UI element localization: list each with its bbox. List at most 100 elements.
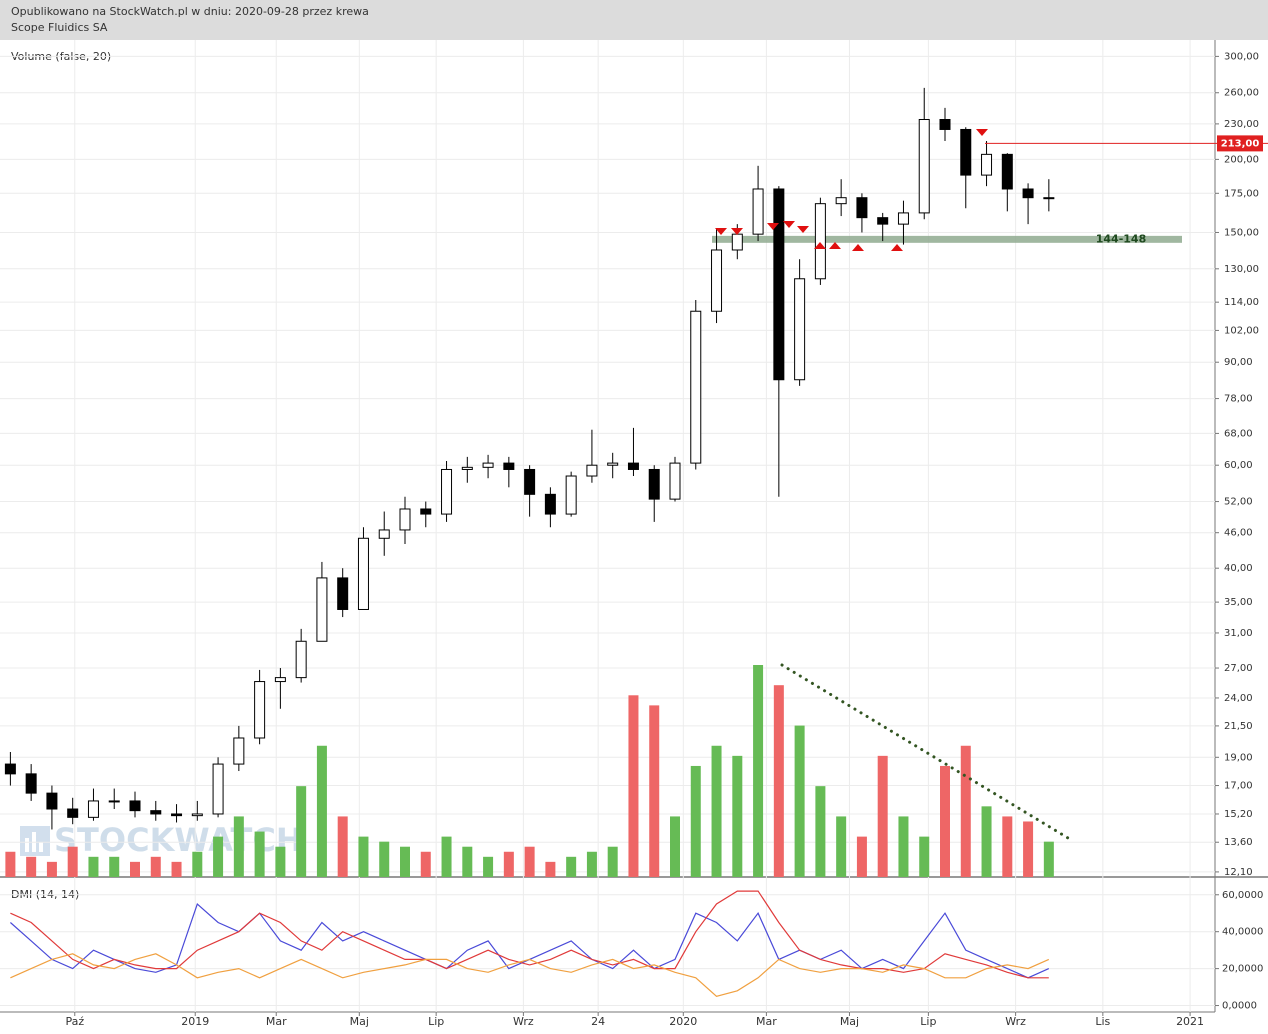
volume-bar bbox=[690, 765, 701, 877]
volume-bar bbox=[171, 861, 182, 877]
candle-body bbox=[191, 813, 203, 817]
volume-bar bbox=[462, 846, 473, 877]
candle-body bbox=[669, 462, 681, 500]
volume-bar bbox=[524, 846, 535, 877]
volume-bar bbox=[856, 836, 867, 877]
candle-body bbox=[87, 800, 99, 818]
volume-bar bbox=[649, 705, 660, 877]
candle-body bbox=[441, 468, 453, 515]
x-tick-label: Paź bbox=[65, 1015, 84, 1028]
x-tick-label: Maj bbox=[350, 1015, 369, 1028]
candle-body bbox=[960, 128, 972, 176]
y-tick-label: 21,50 bbox=[1224, 721, 1253, 732]
volume-bar bbox=[586, 851, 597, 877]
support-band-label: 144-148 bbox=[1096, 232, 1147, 245]
dmi-tick-label: 0,0000 bbox=[1222, 1001, 1257, 1012]
candle-body bbox=[378, 529, 390, 539]
y-tick-label: 260,00 bbox=[1224, 88, 1259, 99]
candle-body bbox=[108, 800, 120, 803]
volume-bar bbox=[67, 846, 78, 877]
y-tick-label: 78,00 bbox=[1224, 394, 1253, 405]
volume-bar bbox=[400, 846, 410, 877]
candle-body bbox=[918, 119, 930, 214]
header-band bbox=[0, 0, 1268, 40]
x-tick-label: Wrz bbox=[1005, 1015, 1026, 1028]
volume-bar bbox=[898, 816, 909, 877]
volume-bar bbox=[670, 816, 680, 877]
volume-bar bbox=[379, 841, 390, 877]
candle-body bbox=[357, 537, 369, 610]
y-tick-label: 19,00 bbox=[1224, 752, 1253, 763]
y-tick-label: 24,00 bbox=[1224, 693, 1253, 704]
candle-body bbox=[586, 464, 598, 477]
x-tick-label: Wrz bbox=[513, 1015, 534, 1028]
candle-body bbox=[981, 153, 993, 176]
candle-body bbox=[607, 462, 619, 466]
trend-line bbox=[780, 663, 1070, 840]
volume-bar bbox=[420, 851, 431, 877]
candle-body bbox=[856, 197, 868, 219]
candle-body bbox=[482, 462, 494, 468]
candle-body bbox=[4, 763, 16, 775]
candle-body bbox=[565, 475, 577, 515]
volume-bar bbox=[26, 856, 37, 877]
volume-bar bbox=[753, 665, 764, 877]
volume-bar bbox=[773, 685, 784, 877]
volume-bar bbox=[441, 836, 452, 877]
candle-body bbox=[503, 462, 515, 470]
volume-bar bbox=[940, 765, 950, 877]
volume-bar bbox=[711, 745, 722, 877]
volume-bar bbox=[316, 745, 327, 877]
volume-bar bbox=[794, 725, 805, 877]
volume-bar bbox=[628, 695, 639, 877]
volume-bar bbox=[1002, 816, 1013, 877]
candle-body bbox=[794, 278, 806, 381]
candle-body bbox=[773, 188, 785, 381]
volume-bar bbox=[296, 786, 307, 877]
x-tick-label: Lip bbox=[920, 1015, 936, 1028]
y-tick-label: 13,60 bbox=[1224, 837, 1253, 848]
y-tick-label: 17,00 bbox=[1224, 781, 1253, 792]
x-tick-label: 24 bbox=[591, 1015, 605, 1028]
volume-bar bbox=[607, 846, 618, 877]
volume-bar bbox=[130, 861, 140, 877]
y-tick-label: 300,00 bbox=[1224, 51, 1259, 62]
candle-body bbox=[627, 462, 639, 470]
candle-body bbox=[233, 737, 245, 765]
dmi-tick-label: 20,0000 bbox=[1222, 964, 1263, 975]
y-tick-label: 230,00 bbox=[1224, 119, 1259, 130]
candle-body bbox=[461, 466, 473, 470]
candle-body bbox=[544, 493, 556, 515]
y-tick-label: 130,00 bbox=[1224, 264, 1259, 275]
y-tick-label: 114,00 bbox=[1224, 297, 1259, 308]
candle-body bbox=[295, 640, 307, 679]
y-tick-label: 150,00 bbox=[1224, 227, 1259, 238]
dmi-tick-label: 60,0000 bbox=[1222, 890, 1263, 901]
volume-bar bbox=[919, 836, 930, 877]
candle-body bbox=[939, 119, 951, 130]
candle-body bbox=[1001, 153, 1013, 190]
volume-bar bbox=[545, 861, 556, 877]
candle-body bbox=[814, 203, 826, 280]
y-tick-label: 52,00 bbox=[1224, 497, 1253, 508]
x-tick-label: 2020 bbox=[669, 1015, 697, 1028]
y-tick-label: 15,20 bbox=[1224, 809, 1253, 820]
y-tick-label: 102,00 bbox=[1224, 325, 1259, 336]
dmi-line bbox=[10, 902, 1050, 979]
volume-bar bbox=[503, 851, 514, 877]
candle-body bbox=[877, 217, 889, 225]
volume-bar bbox=[732, 755, 743, 877]
dmi-line bbox=[10, 953, 1050, 997]
volume-bar bbox=[233, 816, 244, 877]
dmi-tick-label: 40,0000 bbox=[1222, 927, 1263, 938]
y-tick-label: 46,00 bbox=[1224, 528, 1253, 539]
candle-body bbox=[25, 773, 37, 794]
volume-bar bbox=[109, 856, 120, 877]
candle-body bbox=[648, 468, 660, 500]
candle-body bbox=[711, 249, 723, 312]
candle-body bbox=[254, 681, 266, 739]
plot: Paź 2019 Mar Maj Lip Wrz 24 2020 Mar Maj Lip Wrz Lis… bbox=[0, 40, 1268, 1028]
y-tick-label: 68,00 bbox=[1224, 428, 1253, 439]
volume-bar bbox=[877, 755, 888, 877]
